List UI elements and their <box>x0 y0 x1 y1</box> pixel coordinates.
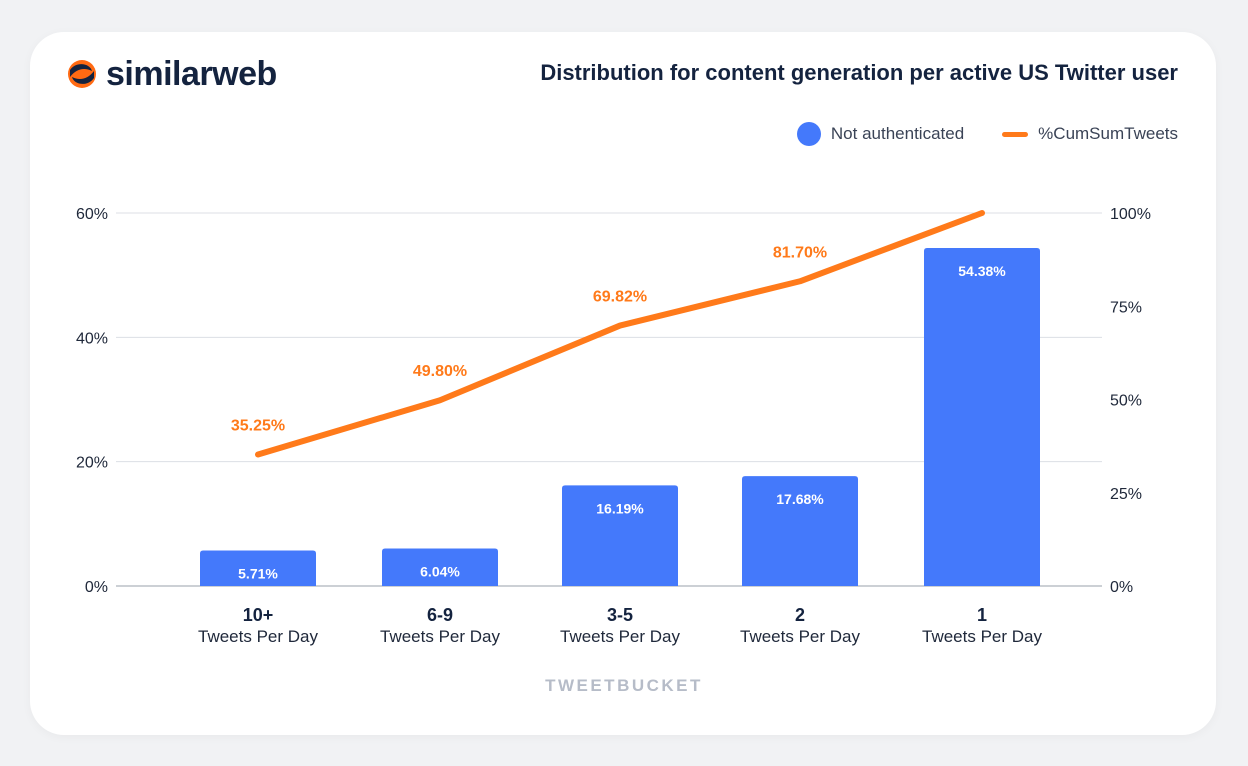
x-category-label: 10+ Tweets Per Day <box>178 604 338 648</box>
left-axis-tick-label: 20% <box>76 455 108 472</box>
right-axis-tick-label: 0% <box>1110 579 1133 596</box>
left-axis-tick-label: 0% <box>85 579 108 596</box>
right-axis-tick-label: 75% <box>1110 299 1142 316</box>
left-axis-tick-label: 60% <box>76 206 108 223</box>
bar-value-label: 17.68% <box>776 491 824 507</box>
brand-logo: similarweb <box>66 54 277 94</box>
brand-name: similarweb <box>106 55 277 93</box>
legend-item-line: %CumSumTweets <box>1002 124 1178 144</box>
x-category-sub: Tweets Per Day <box>740 627 860 646</box>
legend-bar-label: Not authenticated <box>830 124 965 143</box>
x-category-value: 6-9 <box>426 605 453 625</box>
bar <box>562 485 678 586</box>
bar <box>924 247 1040 586</box>
right-axis-tick-label: 50% <box>1110 393 1142 410</box>
x-category-value: 1 <box>976 605 987 625</box>
legend-item-bars: Not authenticated <box>796 122 965 146</box>
bar-value-label: 5.71% <box>238 566 278 582</box>
cumsum-line <box>255 210 985 458</box>
similarweb-logo-icon <box>68 60 96 88</box>
bar <box>382 548 498 586</box>
chart-legend: Not authenticated %CumSumTweets <box>796 122 1178 146</box>
left-axis-tick-label: 40% <box>76 330 108 347</box>
bar <box>200 550 316 586</box>
line-value-label: 81.70% <box>773 244 827 261</box>
x-category-label: 1 Tweets Per Day <box>902 604 1062 648</box>
bar-value-label: 6.04% <box>420 563 460 579</box>
x-category-sub: Tweets Per Day <box>380 627 500 646</box>
line-value-label: 35.25% <box>231 418 285 435</box>
x-category-value: 3-5 <box>606 605 633 625</box>
line-value-label: 49.80% <box>413 363 467 380</box>
legend-line-swatch <box>1002 131 1029 137</box>
legend-line-label: %CumSumTweets <box>1038 124 1178 143</box>
bar <box>742 476 858 586</box>
x-category-label: 2 Tweets Per Day <box>720 604 880 648</box>
x-axis-title: TWEETBUCKET <box>545 676 703 695</box>
x-category-value: 10+ <box>242 605 274 625</box>
legend-bar-swatch <box>796 122 821 146</box>
right-axis-tick-label: 100% <box>1110 206 1151 223</box>
line-value-label: 69.82% <box>593 289 647 306</box>
x-category-sub: Tweets Per Day <box>560 627 680 646</box>
bar-value-label: 54.38% <box>958 263 1006 279</box>
x-category-sub: Tweets Per Day <box>922 627 1042 646</box>
x-category-value: 2 <box>794 605 805 625</box>
x-category-label: 3-5 Tweets Per Day <box>540 604 700 648</box>
x-category-label: 6-9 Tweets Per Day <box>360 604 520 648</box>
bar-value-label: 16.19% <box>596 500 644 516</box>
x-category-sub: Tweets Per Day <box>198 627 318 646</box>
chart-title: Distribution for content generation per … <box>540 60 1178 85</box>
right-axis-tick-label: 25% <box>1110 486 1142 503</box>
